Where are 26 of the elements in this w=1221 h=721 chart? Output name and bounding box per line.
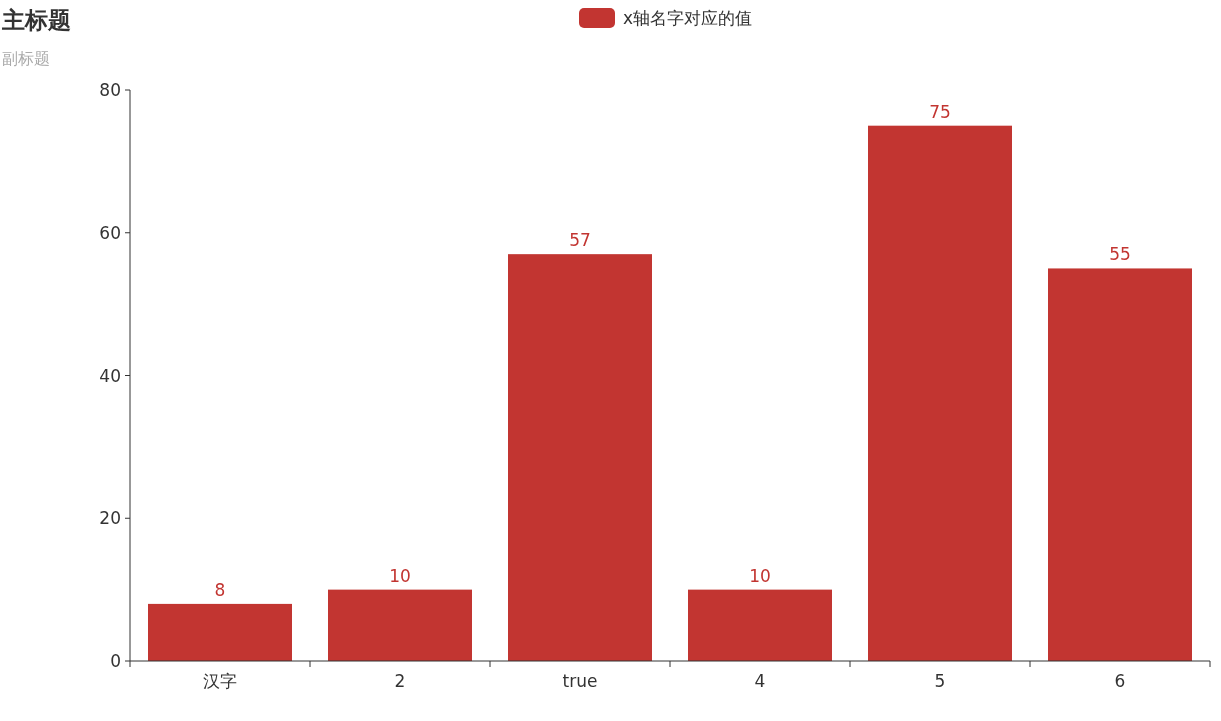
bar <box>508 254 652 661</box>
x-tick-label: 6 <box>1114 671 1126 691</box>
data-label: 10 <box>749 565 771 586</box>
bar <box>148 603 292 661</box>
x-tick-label: 汉字 <box>203 671 237 691</box>
x-tick-label: 4 <box>754 671 766 691</box>
x-tick-label: 5 <box>934 671 946 691</box>
data-label: 57 <box>569 230 591 251</box>
y-tick-label: 60 <box>99 222 121 243</box>
y-tick-label: 80 <box>99 80 121 100</box>
y-tick-label: 0 <box>110 651 121 671</box>
bar <box>868 125 1012 661</box>
y-tick-label: 20 <box>99 508 121 529</box>
data-label: 75 <box>929 101 951 122</box>
data-label: 8 <box>214 579 226 600</box>
x-tick-label: true <box>562 671 598 691</box>
y-tick-label: 40 <box>99 365 121 386</box>
data-label: 55 <box>1109 244 1131 265</box>
bar <box>688 589 832 661</box>
data-label: 10 <box>389 565 411 586</box>
bar <box>1048 268 1192 661</box>
x-tick-label: 2 <box>394 671 406 691</box>
chart-title: 主标题 <box>1 7 71 33</box>
legend-label: x轴名字对应的值 <box>623 8 753 28</box>
chart-subtitle: 副标题 <box>2 49 50 68</box>
bar <box>328 589 472 661</box>
